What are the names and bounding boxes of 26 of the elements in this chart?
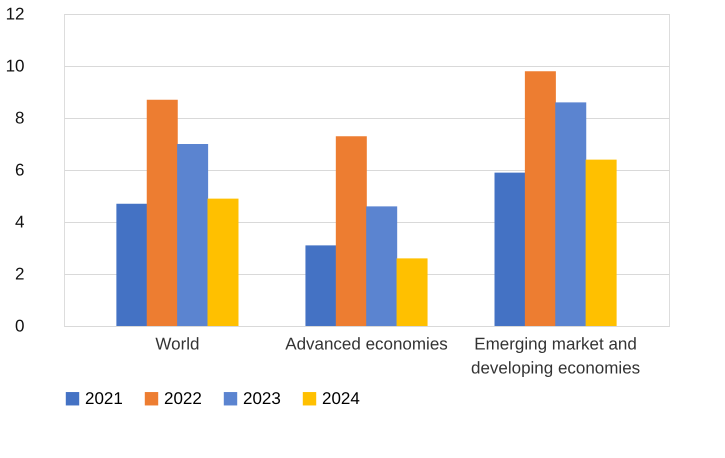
bar [305,245,336,326]
bar [116,204,148,326]
bar [396,258,428,326]
bar [586,160,617,326]
legend-label: 2021 [85,388,123,408]
bar [524,71,556,326]
legend-label: 2024 [322,388,360,408]
legend-label: 2023 [243,388,281,408]
legend-label: 2022 [164,388,202,408]
bar [366,206,398,326]
bar [555,102,586,326]
y-tick-label: 8 [15,108,24,128]
y-tick-label: 10 [6,56,24,76]
bar [336,136,367,326]
y-tick-label: 12 [6,4,24,24]
bar [177,144,208,326]
bar [207,198,238,326]
y-tick-label: 6 [15,160,24,180]
x-tick-label: Advanced economies [285,334,448,354]
x-tick-label: World [155,334,200,354]
x-tick-label: Emerging market and developing economies [470,334,640,378]
y-tick-label: 2 [15,264,24,284]
y-tick-label: 4 [15,212,24,232]
y-tick-label: 0 [15,316,24,336]
bar [494,172,526,326]
bar [146,100,178,326]
